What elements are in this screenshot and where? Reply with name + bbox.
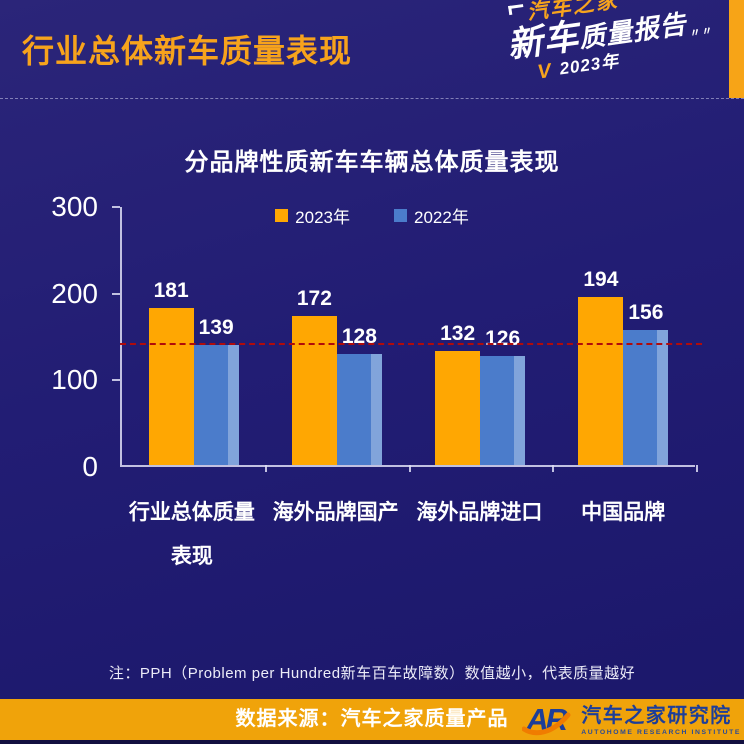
x-axis-labels: 行业总体质量 表现 海外品牌国产 海外品牌进口 中国品牌	[120, 491, 695, 579]
category-label: 中国品牌	[581, 501, 666, 524]
bar-group: 132 126	[409, 207, 552, 465]
org-names: 汽车之家研究院 AUTOHOME RESEARCH INSTITUTE	[581, 705, 741, 736]
bar-value-label: 156	[628, 301, 664, 324]
y-tick-mark	[112, 292, 120, 295]
y-tick-mark	[112, 379, 120, 382]
header-accent-bar	[729, 0, 744, 98]
bar-value-label: 132	[440, 322, 476, 345]
y-tick-label: 300	[51, 191, 98, 222]
bar-value-label: 126	[485, 327, 521, 350]
y-tick-label: 200	[51, 277, 98, 309]
category-label: 行业总体质量 表现	[128, 501, 255, 568]
footer-band: 数据来源：汽车之家质量产品 AR 汽车之家研究院 AUTOHOME RESEAR…	[0, 699, 744, 740]
reference-line	[120, 343, 702, 345]
research-institute-logo: AR 汽车之家研究院 AUTOHOME RESEARCH INSTITUTE	[522, 702, 741, 738]
bar-2023年-3: 132	[435, 322, 481, 465]
legend-label-2023: 2023年	[295, 208, 350, 227]
bar-group: 172 128	[265, 207, 408, 465]
x-tick-mark	[696, 465, 698, 472]
autohome-report-logo: 汽车之家 新车质量报告〃〃 V 2023年	[502, 0, 717, 86]
footnote: 注：PPH（Problem per Hundred新车百车故障数）数值越小，代表…	[108, 665, 636, 682]
bar-value-label: 194	[583, 268, 619, 291]
legend-item-2023: 2023年	[275, 203, 350, 228]
x-tick-mark	[408, 465, 411, 472]
x-tick-mark	[552, 465, 555, 472]
bar-group: 194 156	[552, 207, 695, 465]
y-tick-label: 0	[82, 451, 98, 482]
legend-item-2022: 2022年	[394, 203, 469, 228]
bar-2022年-4: 156	[623, 301, 669, 465]
org-name-cn: 汽车之家研究院	[581, 704, 732, 727]
bar-group: 181 139	[122, 207, 265, 465]
bar-2023年-2: 172	[291, 287, 337, 465]
data-source-text: 数据来源：汽车之家质量产品	[235, 708, 509, 730]
bar-2022年-2: 128	[336, 325, 382, 465]
header: 行业总体新车质量表现 汽车之家 新车质量报告〃〃 V 2023年	[0, 0, 744, 99]
bar-2022年-1: 139	[193, 316, 239, 465]
corner-bracket-icon	[508, 4, 525, 16]
org-name-en: AUTOHOME RESEARCH INSTITUTE	[581, 728, 741, 736]
chart-title: 分品牌性质新车车辆总体质量表现	[184, 149, 560, 176]
bar-value-label: 139	[198, 316, 234, 339]
y-axis-labels: 0 100 200 300	[30, 191, 98, 482]
plot-area: 181 139 172 128 132 126 194 156	[112, 206, 702, 472]
bar-2022年-3: 126	[480, 327, 526, 465]
bar-value-label: 181	[153, 279, 189, 302]
legend-swatch-2023	[275, 209, 289, 222]
category-label: 海外品牌进口	[416, 501, 543, 524]
bar-2023年-4: 194	[578, 268, 624, 465]
ar-swoosh-icon	[522, 712, 571, 736]
chart-legend: 2023年 2022年	[0, 203, 744, 228]
page-title: 行业总体新车质量表现	[22, 33, 353, 69]
category-label: 海外品牌国产	[272, 501, 399, 524]
y-tick-label: 100	[51, 364, 98, 396]
bar-value-label: 128	[341, 325, 377, 348]
x-tick-mark	[264, 465, 267, 472]
legend-label-2022: 2022年	[414, 208, 469, 227]
check-mark-icon: V	[536, 59, 553, 84]
bar-value-label: 172	[296, 287, 332, 310]
ar-logo-icon: AR	[522, 702, 574, 738]
legend-swatch-2022	[394, 209, 407, 222]
bottom-strip	[0, 740, 744, 744]
bar-2023年-1: 181	[148, 279, 194, 465]
y-tick-mark	[112, 206, 120, 208]
